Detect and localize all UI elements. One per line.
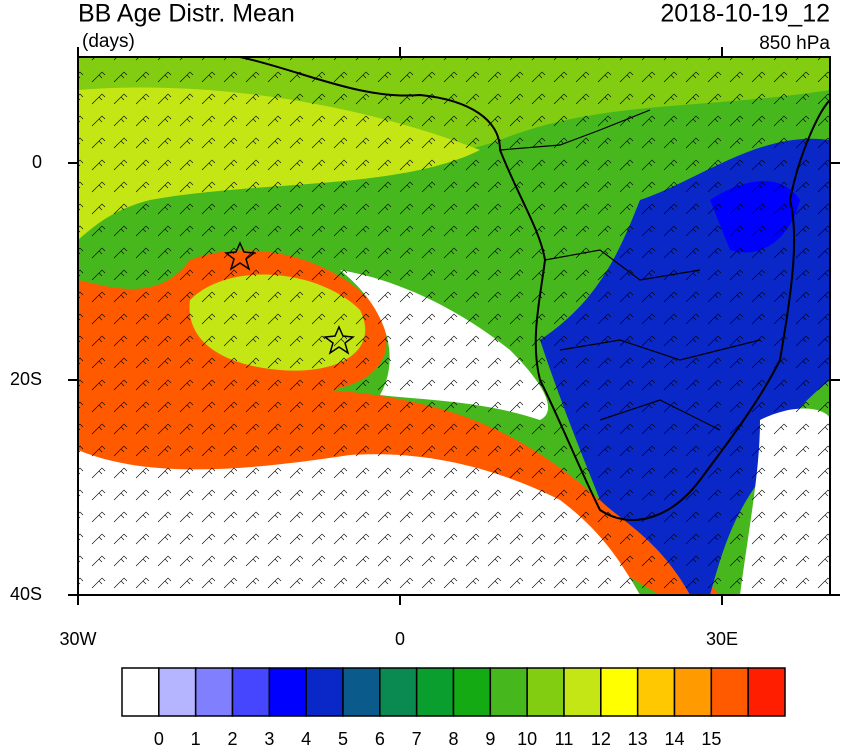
lon-label: 30E [706, 629, 738, 649]
colorbar-label: 11 [555, 729, 574, 749]
colorbar-label: 15 [701, 729, 721, 749]
colorbar-box [452, 667, 492, 717]
colorbar-label: 6 [375, 729, 385, 749]
borders [499, 109, 761, 431]
colorbar-box [305, 667, 344, 717]
colorbar-box [268, 667, 307, 717]
colorbar-label: 10 [517, 729, 537, 749]
colorbar-box [636, 667, 676, 717]
lon-label: 30W [59, 629, 96, 649]
colorbar-label: 8 [448, 729, 458, 749]
colorbar: 0 1 2 3 4 5 6 7 8 9 10 11 12 13 14 15 [121, 667, 786, 749]
colorbar-label: 2 [227, 729, 237, 749]
star [323, 325, 355, 355]
colorbar-box [415, 667, 455, 717]
colorbar-box [747, 667, 786, 717]
colorbar-label: 4 [301, 729, 311, 749]
lat-label: 0 [32, 152, 42, 172]
colorbar-box [563, 667, 602, 717]
map-frame [77, 56, 831, 596]
lat-label: 40S [10, 584, 42, 604]
colorbar-box [526, 667, 565, 717]
colorbar-box [158, 667, 197, 717]
date: 2018-10-19_12 [660, 0, 830, 28]
axes: 0 20S 40S 30W 0 30E [10, 47, 840, 649]
wind-barbs [78, 57, 830, 595]
colorbar-box [194, 667, 234, 717]
lat-label: 20S [10, 369, 42, 389]
colorbar-label: 3 [264, 729, 274, 749]
colorbar-label: 1 [191, 729, 201, 749]
colorbar-box [489, 667, 528, 717]
colorbar-box [231, 667, 271, 717]
colorbar-box [673, 667, 713, 717]
colorbar-box [121, 667, 160, 717]
colorbar-label: 14 [664, 729, 684, 749]
colorbar-box [379, 667, 418, 717]
title: BB Age Distr. Mean [78, 0, 295, 28]
colorbar-label: 13 [628, 729, 648, 749]
map-field [78, 57, 830, 595]
colorbar-label: 7 [412, 729, 422, 749]
colorbar-label: 5 [338, 729, 348, 749]
units: (days) [82, 31, 135, 52]
coastline [239, 57, 830, 521]
colorbar-box [600, 667, 639, 717]
colorbar-label: 0 [154, 729, 164, 749]
star [224, 241, 256, 271]
lon-label: 0 [395, 629, 405, 649]
colorbar-box [342, 667, 381, 717]
level: 850 hPa [759, 33, 830, 54]
colorbar-label: 9 [485, 729, 495, 749]
colorbar-label: 12 [591, 729, 611, 749]
colorbar-box [710, 667, 749, 717]
